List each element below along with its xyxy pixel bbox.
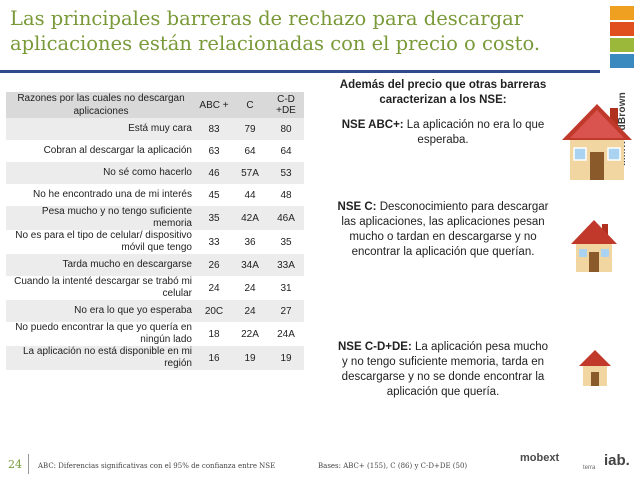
cd-value: 80: [268, 118, 304, 140]
reason-cell: Pesa mucho y no tengo suficiente memoria: [6, 206, 196, 230]
c-value: 24: [232, 300, 268, 322]
cd-value: 48: [268, 184, 304, 206]
reason-cell: Cobran al descargar la aplicación: [6, 140, 196, 162]
cd-label: NSE C-D+DE:: [338, 341, 412, 353]
table-row: No puedo encontrar la que yo quería en n…: [6, 322, 304, 346]
c-value: 36: [232, 230, 268, 254]
terra-logo: terra: [583, 465, 596, 471]
cd-value: 24A: [268, 322, 304, 346]
cd-value: 27: [268, 300, 304, 322]
cd-value: 64: [268, 140, 304, 162]
abc-value: 26: [196, 254, 232, 276]
abc-text: La aplicación no era lo que esperaba.: [403, 119, 545, 146]
page-number: 24: [8, 458, 22, 471]
abc-label: NSE ABC+:: [341, 119, 404, 131]
mobext-logo: mobext: [520, 452, 560, 464]
significance-note: ABC: Diferencias significativas con el 9…: [38, 462, 276, 470]
cd-value: 46A: [268, 206, 304, 230]
slide-title: Las principales barreras de rechazo para…: [10, 7, 541, 55]
reason-cell: No puedo encontrar la que yo quería en n…: [6, 322, 196, 346]
c-value: 79: [232, 118, 268, 140]
c-value: 64: [232, 140, 268, 162]
table-row: Está muy cara 83 79 80: [6, 118, 304, 140]
abc-value: 83: [196, 118, 232, 140]
title-rule: [0, 70, 600, 73]
abc-value: 18: [196, 322, 232, 346]
c-value: 22A: [232, 322, 268, 346]
c-value: 24: [232, 276, 268, 300]
c-value: 42A: [232, 206, 268, 230]
barriers-table: Razones por las cuales no descargan apli…: [6, 92, 304, 370]
cd-value: 35: [268, 230, 304, 254]
intro-text: Además del precio que otras barreras car…: [339, 79, 547, 106]
medium-house-icon: [571, 220, 617, 272]
cd-value: 19: [268, 346, 304, 370]
table-header: Razones por las cuales no descargan apli…: [6, 92, 304, 118]
cd-value: 33A: [268, 254, 304, 276]
table-row: Tarda mucho en descargarse 26 34A 33A: [6, 254, 304, 276]
abc-value: 35: [196, 206, 232, 230]
table-row: Cobran al descargar la aplicación 63 64 64: [6, 140, 304, 162]
abc-value: 16: [196, 346, 232, 370]
table-row: No era lo que yo esperaba 20C 24 27: [6, 300, 304, 322]
footer-divider: [28, 454, 29, 474]
table-row: No es para el tipo de celular/ dispositi…: [6, 230, 304, 254]
reason-cell: Cuando la intenté descargar se trabó mi …: [6, 276, 196, 300]
header-c: C: [232, 92, 268, 118]
small-house-icon: [579, 350, 611, 386]
abc-value: 45: [196, 184, 232, 206]
cd-value: 31: [268, 276, 304, 300]
c-value: 34A: [232, 254, 268, 276]
reason-cell: No he encontrado una de mi interés: [6, 184, 196, 206]
c-value: 19: [232, 346, 268, 370]
table-row: No he encontrado una de mi interés 45 44 48: [6, 184, 304, 206]
reason-cell: Tarda mucho en descargarse: [6, 254, 196, 276]
abc-value: 20C: [196, 300, 232, 322]
table-row: La aplicación no está disponible en mi r…: [6, 346, 304, 370]
c-label: NSE C:: [337, 201, 377, 213]
abc-value: 46: [196, 162, 232, 184]
c-text: Desconocimiento para descargar las aplic…: [341, 201, 549, 258]
reason-cell: No sé como hacerlo: [6, 162, 196, 184]
reason-cell: Está muy cara: [6, 118, 196, 140]
iab-logo: iab.: [604, 452, 630, 469]
header-reason: Razones por las cuales no descargan apli…: [6, 92, 196, 118]
cd-value: 53: [268, 162, 304, 184]
cd-text: La aplicación pesa mucho y no tengo sufi…: [341, 341, 548, 398]
table-body: Está muy cara 83 79 80 Cobran al descargar l…: [6, 118, 304, 370]
bases-note: Bases: ABC+ (155), C (86) y C-D+DE (50): [318, 462, 468, 470]
c-value: 44: [232, 184, 268, 206]
table-row: No sé como hacerlo 46 57A 53: [6, 162, 304, 184]
reason-cell: La aplicación no está disponible en mi r…: [6, 346, 196, 370]
reason-cell: No era lo que yo esperaba: [6, 300, 196, 322]
panel-intro: Además del precio que otras barreras car…: [336, 78, 550, 108]
header-cd: C-D +DE: [268, 92, 304, 118]
reason-cell: No es para el tipo de celular/ dispositi…: [6, 230, 196, 254]
c-value: 57A: [232, 162, 268, 184]
abc-value: 24: [196, 276, 232, 300]
panel-c: NSE C: Desconocimiento para descargar la…: [336, 200, 550, 260]
header-abc: ABC +: [196, 92, 232, 118]
abc-value: 33: [196, 230, 232, 254]
abc-value: 63: [196, 140, 232, 162]
table-row: Pesa mucho y no tengo suficiente memoria…: [6, 206, 304, 230]
panel-cd: NSE C-D+DE: La aplicación pesa mucho y n…: [336, 340, 550, 400]
table-row: Cuando la intenté descargar se trabó mi …: [6, 276, 304, 300]
panel-abc: NSE ABC+: La aplicación no era lo que es…: [336, 118, 550, 148]
millwardbrown-logo: [610, 6, 634, 68]
large-house-icon: [562, 104, 632, 180]
